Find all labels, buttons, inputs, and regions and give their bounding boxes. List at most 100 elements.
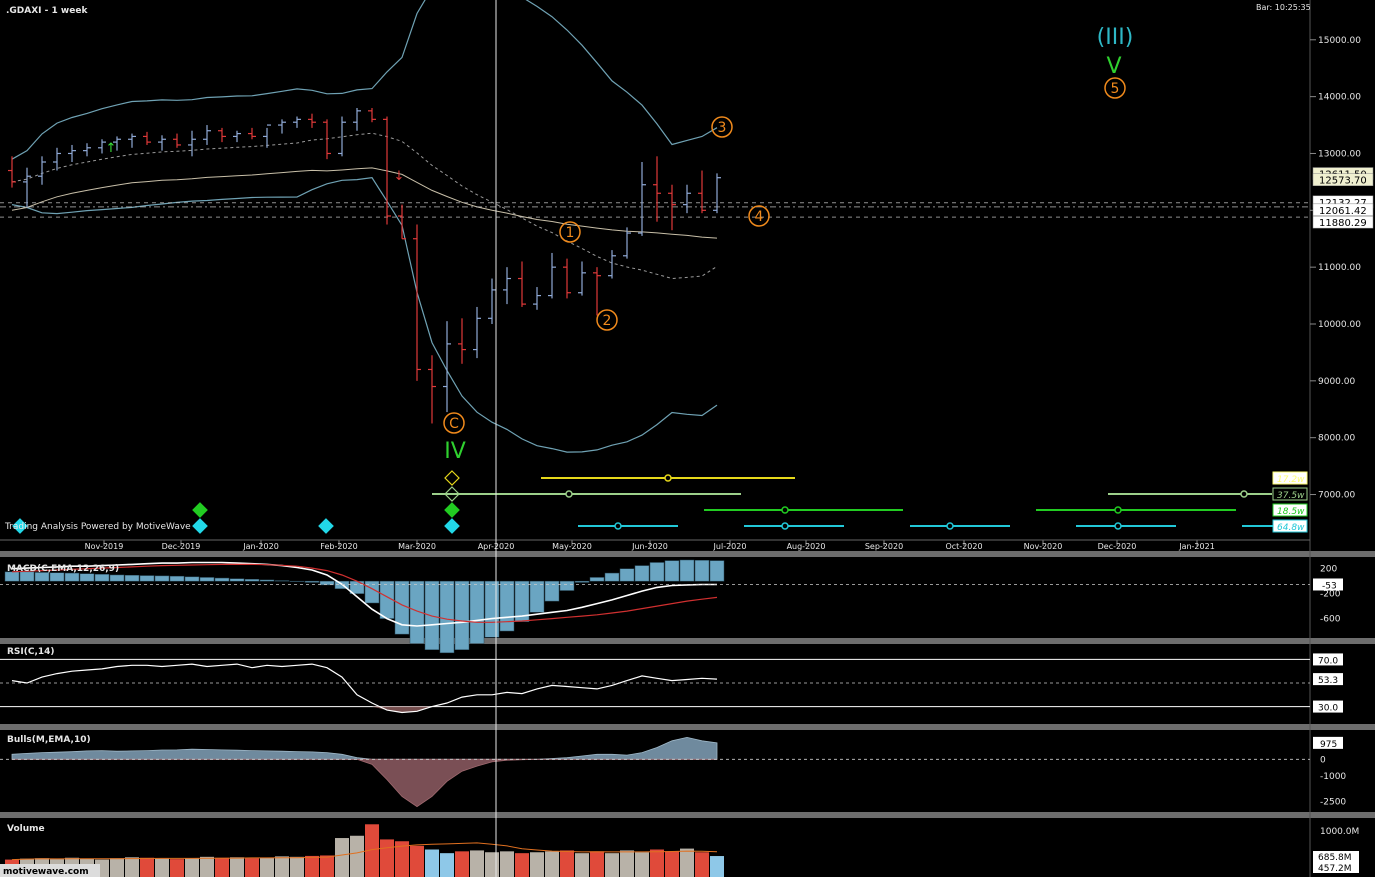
separator-macd[interactable] [0,551,1375,557]
cycle-dot [946,522,954,530]
ohlc-bar [38,156,46,185]
separator-bulls[interactable] [0,724,1375,730]
volume-bar [110,858,124,877]
cycle-label: 18.5w [1277,507,1305,517]
moving-average-solid [11,167,718,239]
y-tick-label: 13000.00 [1318,149,1361,159]
rsi-title: RSI(C,14) [7,647,55,657]
macd-histogram-bar [274,580,290,582]
volume-bar [320,855,334,877]
ohlc-bar [608,250,616,279]
volume-bar [545,851,559,877]
y-tick-label: 14000.00 [1318,93,1361,103]
cycle-dot [1114,522,1122,530]
x-tick-label: Dec-2020 [1098,542,1137,551]
ohlc-bar [533,287,541,310]
ohlc-bar [368,108,376,123]
rsi-tick-box [1313,653,1343,666]
ohlc-bar [413,224,421,381]
volume-current-box [1313,862,1359,873]
watermark: motivewave.com [3,867,89,877]
ohlc-bar [578,261,586,296]
wave-circle [1104,77,1126,99]
bulls-pane[interactable]: 0 -1000 -2500 975 [0,736,1346,808]
volume-bar [665,851,679,877]
macd-histogram-bar [469,580,485,644]
rsi-line [11,663,718,714]
macd-signal-line [11,563,718,623]
volume-bar [470,850,484,877]
macd-histogram-bar [34,572,50,582]
macd-histogram-bar [514,580,530,622]
price-pane[interactable]: 15000.0014000.0013000.0012000.0011000.00… [0,0,1374,551]
macd-pane[interactable]: 200 -200 -600 -53 [0,559,1343,654]
wave-label: (III) [1097,25,1134,50]
price-annotations: (III) V 5 3 4 1 2 C IV ↑ ↓ 17.2w 37.5w 18.5w 64.8w [12,25,1308,534]
ohlc-bar [458,318,466,364]
rsi-y-tick: 30.0 [1318,704,1338,714]
volume-bar [290,856,304,877]
separator-volume[interactable] [0,812,1375,818]
volume-average-line [11,842,718,861]
volume-bar [260,857,274,877]
volume-bar [365,824,379,877]
macd-histogram-bar [589,577,605,582]
volume-bar [380,839,394,877]
cycle-label-box [1272,519,1308,533]
ohlc-bar [623,227,631,259]
macd-histogram-bar [169,575,185,582]
up-arrow-icon: ↑ [106,141,117,156]
rsi-pane[interactable]: 70.0 30.0 53.3 [0,653,1343,714]
wave-label: 2 [603,313,612,329]
price-label: 12573.70 [1319,176,1367,187]
macd-y-tick: -600 [1320,615,1341,625]
price-label-box [1312,203,1374,217]
bollinger-upper [11,0,718,160]
bulls-positive-area [11,736,718,760]
wave-circle [711,116,733,138]
cycle-dot [1240,490,1248,498]
macd-histogram-bar [574,580,590,583]
macd-histogram-bar [199,577,215,582]
macd-histogram-bar [124,575,140,582]
cycle-label-box [1272,487,1308,501]
cycle-label: 64.8w [1277,523,1305,533]
macd-histogram-bar [439,580,455,654]
ohlc-bar [173,133,181,148]
ohlc-bar [23,167,31,208]
signal-diamond-icon [318,518,334,534]
cycle-dot [614,522,622,530]
cycle-dot [664,474,672,482]
wave-circle [596,309,618,331]
bulls-y-tick: -1000 [1320,772,1346,782]
wave-label: 5 [1111,81,1120,97]
rsi-y-tick: 70.0 [1318,656,1338,666]
macd-current-box [1313,578,1343,591]
ohlc-bar [203,125,211,145]
cycle-dot [781,522,789,530]
volume-bar [530,852,544,877]
ohlc-bar [158,135,166,151]
bar-time: Bar: 10:25:35 [1256,3,1311,12]
ohlc-bar [668,184,676,231]
ohlc-bar [263,124,271,148]
macd-histogram-bar [559,580,575,591]
ohlc-bar [53,147,61,171]
macd-line [11,561,717,627]
volume-bar [500,851,514,877]
volume-bar [695,852,709,877]
volume-bar [245,858,259,877]
wave-label: 4 [755,209,764,225]
ohlc-bar [143,131,151,145]
macd-histogram-bar [664,560,680,582]
x-tick-label: Jan-2020 [242,542,279,551]
ohlc-bar [68,144,76,162]
volume-bar [560,850,574,877]
cycle-dot [1114,506,1122,514]
x-tick-label: Jul-2020 [713,542,747,551]
separator-rsi[interactable] [0,638,1375,644]
ohlc-bar [248,127,256,140]
price-label-box [1312,215,1374,229]
bulls-current-label: 975 [1320,740,1337,750]
